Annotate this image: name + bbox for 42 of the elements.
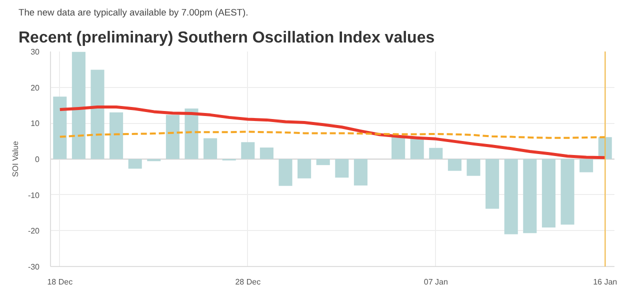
bar xyxy=(542,159,556,228)
chart-title: Recent (preliminary) Southern Oscillation Index values xyxy=(18,30,435,46)
bar xyxy=(410,138,424,159)
x-tick-label: 16 Jan xyxy=(593,278,618,286)
bar xyxy=(560,159,574,225)
line-series xyxy=(58,130,606,139)
y-tick-label: -10 xyxy=(28,190,40,200)
bar xyxy=(260,148,274,159)
bar xyxy=(166,114,180,159)
bar xyxy=(184,108,198,159)
bar xyxy=(466,159,480,176)
text: The new data are typically available by 7.00pm (AEST). xyxy=(18,8,248,18)
bar xyxy=(354,159,368,186)
bar xyxy=(128,159,142,169)
bar xyxy=(316,159,330,166)
bar xyxy=(72,52,86,159)
bar xyxy=(298,159,312,178)
y-axis-title: SOI Value xyxy=(10,140,20,177)
y-tick-label: 20 xyxy=(30,83,40,92)
bar xyxy=(429,148,443,159)
x-tick-label: 18 Dec xyxy=(47,278,73,286)
bar xyxy=(110,112,124,159)
y-tick-label: 0 xyxy=(35,155,40,164)
bar xyxy=(53,96,67,159)
bar xyxy=(504,159,518,234)
bar xyxy=(580,159,594,172)
y-tick-label: 30 xyxy=(30,48,40,56)
bar xyxy=(278,159,292,186)
bar xyxy=(448,159,462,171)
x-tick-label: 07 Jan xyxy=(424,278,448,286)
line-series xyxy=(58,106,607,160)
bar xyxy=(241,142,255,159)
bar xyxy=(335,159,349,178)
bar xyxy=(392,136,406,159)
x-tick-label: 28 Dec xyxy=(235,278,261,286)
y-tick-label: -20 xyxy=(28,226,40,236)
y-tick-label: 10 xyxy=(30,119,40,128)
bar xyxy=(90,70,104,159)
bar xyxy=(204,138,218,159)
y-tick-label: -30 xyxy=(28,262,40,272)
bar xyxy=(486,159,500,209)
bar xyxy=(523,159,537,234)
